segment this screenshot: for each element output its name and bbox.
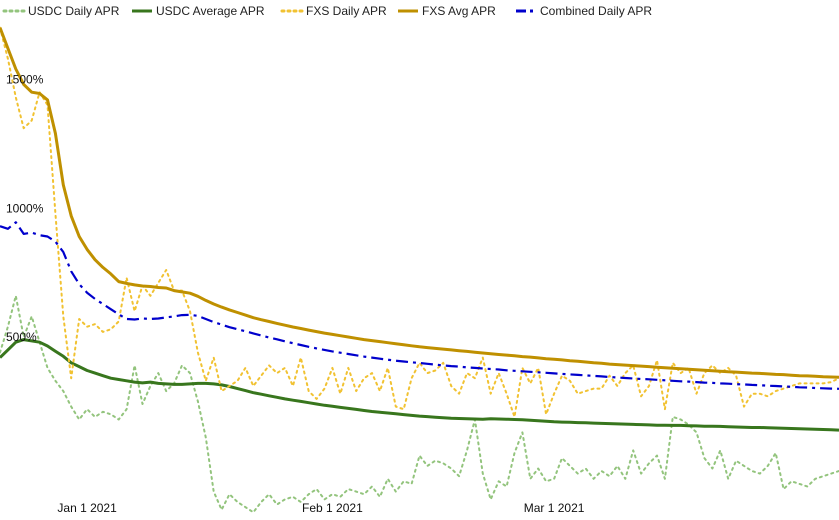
legend-item-usdc-daily-apr[interactable]: USDC Daily APR [2,4,120,18]
series-line-fxs-avg-apr [0,27,839,379]
y-tick-label: 1000% [6,201,44,215]
legend-item-fxs-avg-apr[interactable]: FXS Avg APR [398,4,496,18]
legend-label: Combined Daily APR [540,4,652,18]
series-line-combined-daily-apr [0,221,839,390]
y-axis-ticks: 500% 1000% 1500% [6,72,44,344]
y-tick-label: 500% [6,330,37,344]
legend-label: FXS Daily APR [306,4,387,18]
legend-label: USDC Daily APR [28,4,120,18]
x-tick-label: Jan 1 2021 [57,501,117,515]
legend-label: USDC Average APR [156,4,265,18]
series-line-usdc-daily-apr [0,294,839,514]
series-line-fxs-daily-apr [0,26,839,418]
legend: USDC Daily APR USDC Average APR FXS Daily … [2,4,652,18]
x-tick-label: Mar 1 2021 [524,501,585,515]
legend-item-combined-daily-apr[interactable]: Combined Daily APR [516,4,652,18]
legend-item-fxs-daily-apr[interactable]: FXS Daily APR [280,4,387,18]
legend-item-usdc-average-apr[interactable]: USDC Average APR [132,4,265,18]
plot-area [0,26,839,514]
y-tick-label: 1500% [6,72,44,86]
legend-label: FXS Avg APR [422,4,496,18]
x-axis-ticks: Jan 1 2021 Feb 1 2021 Mar 1 2021 [57,501,584,515]
series-line-usdc-average-apr [0,338,839,432]
x-tick-label: Feb 1 2021 [302,501,363,515]
